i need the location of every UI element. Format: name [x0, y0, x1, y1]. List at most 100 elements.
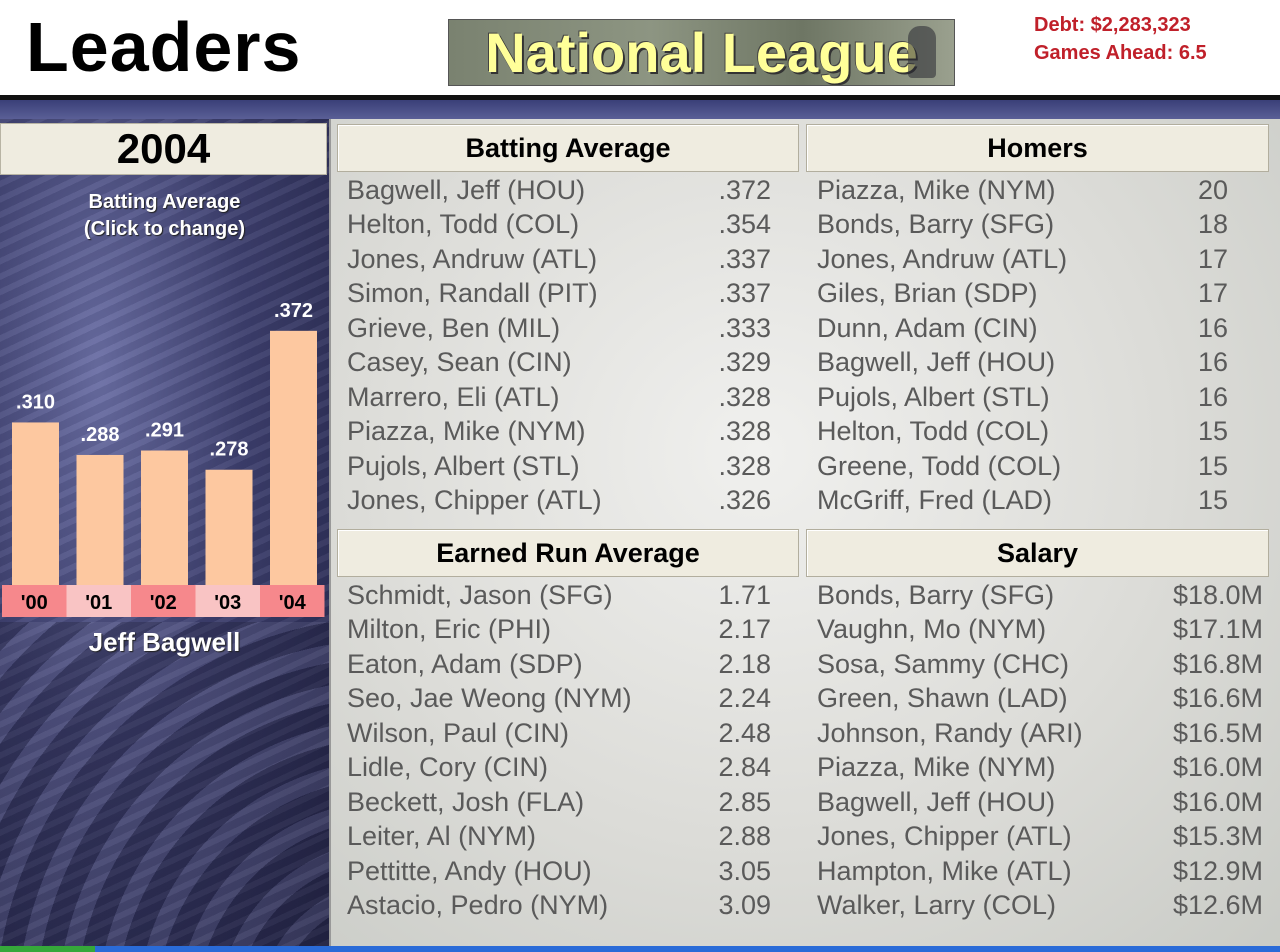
player-name-cell: Beckett, Josh (FLA)	[347, 786, 585, 817]
leader-row[interactable]: Simon, Randall (PIT) .337	[347, 277, 771, 312]
leader-row[interactable]: Bonds, Barry (SFG) $18.0M	[817, 578, 1263, 613]
league-label: National League	[485, 21, 918, 84]
player-name-cell: Eaton, Adam (SDP)	[347, 648, 583, 679]
stat-value-cell: 2.48	[718, 717, 771, 748]
year-cell[interactable]	[2, 585, 67, 617]
era-list: Schmidt, Jason (SFG) 1.71 Milton, Eric (PH…	[347, 578, 771, 923]
player-name-cell: Bonds, Barry (SFG)	[817, 579, 1055, 610]
leader-row[interactable]: Jones, Andruw (ATL) .337	[347, 242, 771, 277]
stat-value-cell: .329	[718, 347, 771, 378]
leader-row[interactable]: Seo, Jae Weong (NYM) 2.24	[347, 682, 771, 717]
leader-row[interactable]: Helton, Todd (COL) 15	[817, 415, 1228, 450]
stat-value-cell: $12.9M	[1172, 855, 1263, 886]
leader-row[interactable]: Bagwell, Jeff (HOU) $16.0M	[817, 785, 1263, 820]
player-name-cell: Milton, Eric (PHI)	[347, 614, 552, 645]
salary-list: Bonds, Barry (SFG) $18.0M Vaughn, Mo (NYM)…	[817, 578, 1263, 923]
leader-row[interactable]: Milton, Eric (PHI) 2.17	[347, 613, 771, 648]
player-name-cell: Helton, Todd (COL)	[817, 416, 1050, 447]
leader-row[interactable]: Wilson, Paul (CIN) 2.48	[347, 716, 771, 751]
stat-value-cell: 16	[1197, 347, 1228, 378]
leader-row[interactable]: Giles, Brian (SDP) 17	[817, 277, 1228, 312]
league-selector[interactable]: National League	[448, 19, 955, 86]
player-name-cell: Pettitte, Andy (HOU)	[347, 855, 592, 886]
leader-row[interactable]: Johnson, Randy (ARI) $16.5M	[817, 716, 1263, 751]
stat-value-cell: 16	[1197, 312, 1228, 343]
stat-value-cell: 15	[1197, 416, 1228, 447]
leader-row[interactable]: Greene, Todd (COL) 15	[817, 449, 1228, 484]
leader-row[interactable]: Vaughn, Mo (NYM) $17.1M	[817, 613, 1263, 648]
player-silhouette-icon	[908, 26, 936, 78]
year-cell[interactable]	[66, 585, 132, 617]
leader-row[interactable]: Piazza, Mike (NYM) 20	[817, 173, 1228, 208]
player-name-cell: Lidle, Cory (CIN)	[347, 752, 549, 783]
leader-row[interactable]: Pujols, Albert (STL) 16	[817, 380, 1228, 415]
leader-row[interactable]: Leiter, Al (NYM) 2.88	[347, 820, 771, 855]
player-name-cell: Piazza, Mike (NYM)	[817, 174, 1056, 205]
leader-row[interactable]: Jones, Chipper (ATL) .326	[347, 484, 771, 519]
leader-row[interactable]: Marrero, Eli (ATL) .328	[347, 380, 771, 415]
stadium-seats-background	[0, 622, 329, 952]
header-divider	[0, 95, 1280, 100]
year-cell[interactable]	[260, 585, 325, 617]
leader-row[interactable]: Schmidt, Jason (SFG) 1.71	[347, 578, 771, 613]
player-history-panel: 2004 Batting Average (Click to change) .…	[0, 119, 329, 952]
player-name-cell: Jones, Chipper (ATL)	[817, 821, 1072, 852]
leader-row[interactable]: Hampton, Mike (ATL) $12.9M	[817, 854, 1263, 889]
bar-value-label: .278	[210, 439, 249, 461]
player-name-cell: Giles, Brian (SDP)	[817, 278, 1038, 309]
player-name-cell: Jones, Andruw (ATL)	[817, 243, 1068, 274]
stat-value-cell: 2.84	[718, 752, 771, 783]
player-name-cell: Bagwell, Jeff (HOU)	[817, 347, 1056, 378]
leader-row[interactable]: Jones, Andruw (ATL) 17	[817, 242, 1228, 277]
player-name-cell: Grieve, Ben (MIL)	[347, 312, 561, 343]
player-name-cell: Jones, Chipper (ATL)	[347, 485, 602, 516]
leader-row[interactable]: Lidle, Cory (CIN) 2.84	[347, 751, 771, 786]
bar-3	[205, 469, 253, 585]
leader-row[interactable]: Bagwell, Jeff (HOU) 16	[817, 346, 1228, 381]
stat-value-cell: 15	[1197, 485, 1228, 516]
leader-row[interactable]: Bonds, Barry (SFG) 18	[817, 208, 1228, 243]
year-selector[interactable]: 2004	[0, 123, 327, 175]
player-name-cell: Marrero, Eli (ATL)	[347, 381, 560, 412]
leader-row[interactable]: Green, Shawn (LAD) $16.6M	[817, 682, 1263, 717]
leader-row[interactable]: Pettitte, Andy (HOU) 3.05	[347, 854, 771, 889]
stat-value-cell: 20	[1197, 174, 1228, 205]
leader-row[interactable]: Helton, Todd (COL) .354	[347, 208, 771, 243]
bar-1	[76, 454, 124, 585]
player-name-cell: Vaughn, Mo (NYM)	[817, 614, 1047, 645]
leader-row[interactable]: Eaton, Adam (SDP) 2.18	[347, 647, 771, 682]
player-name-cell: Leiter, Al (NYM)	[347, 821, 537, 852]
year-cell[interactable]	[131, 585, 196, 617]
leader-row[interactable]: Piazza, Mike (NYM) $16.0M	[817, 751, 1263, 786]
leader-row[interactable]: McGriff, Fred (LAD) 15	[817, 484, 1228, 519]
leader-row[interactable]: Walker, Larry (COL) $12.6M	[817, 889, 1263, 924]
bar-value-label: .310	[16, 391, 55, 413]
stat-selector[interactable]: Batting Average (Click to change)	[0, 189, 329, 243]
player-name-cell: McGriff, Fred (LAD)	[817, 485, 1053, 516]
leader-row[interactable]: Bagwell, Jeff (HOU) .372	[347, 173, 771, 208]
leader-row[interactable]: Pujols, Albert (STL) .328	[347, 449, 771, 484]
leader-row[interactable]: Casey, Sean (CIN) .329	[347, 346, 771, 381]
player-name[interactable]: Jeff Bagwell	[88, 627, 241, 657]
player-name-cell: Jones, Andruw (ATL)	[347, 243, 598, 274]
salary-header[interactable]: Salary	[806, 529, 1269, 577]
history-bar-chart: .310 '00 .288 '01 .291 '02 .278 '03 .372 '04	[0, 289, 329, 619]
player-name-cell: Seo, Jae Weong (NYM)	[347, 683, 632, 714]
stat-value-cell: 15	[1197, 450, 1228, 481]
leader-row[interactable]: Beckett, Josh (FLA) 2.85	[347, 785, 771, 820]
batting-average-header[interactable]: Batting Average	[337, 124, 799, 172]
leader-row[interactable]: Sosa, Sammy (CHC) $16.8M	[817, 647, 1263, 682]
leader-row[interactable]: Piazza, Mike (NYM) .328	[347, 415, 771, 450]
leader-row[interactable]: Jones, Chipper (ATL) $15.3M	[817, 820, 1263, 855]
year-tick-label: '04	[279, 592, 307, 614]
year-cell[interactable]	[195, 585, 261, 617]
era-header[interactable]: Earned Run Average	[337, 529, 799, 577]
player-name-cell: Pujols, Albert (STL)	[347, 450, 580, 481]
homers-header[interactable]: Homers	[806, 124, 1269, 172]
leader-row[interactable]: Astacio, Pedro (NYM) 3.09	[347, 889, 771, 924]
stat-name: Batting Average	[88, 191, 241, 213]
stat-value-cell: 2.24	[718, 683, 771, 714]
leader-row[interactable]: Dunn, Adam (CIN) 16	[817, 311, 1228, 346]
leader-row[interactable]: Grieve, Ben (MIL) .333	[347, 311, 771, 346]
player-name-cell: Wilson, Paul (CIN)	[347, 717, 570, 748]
